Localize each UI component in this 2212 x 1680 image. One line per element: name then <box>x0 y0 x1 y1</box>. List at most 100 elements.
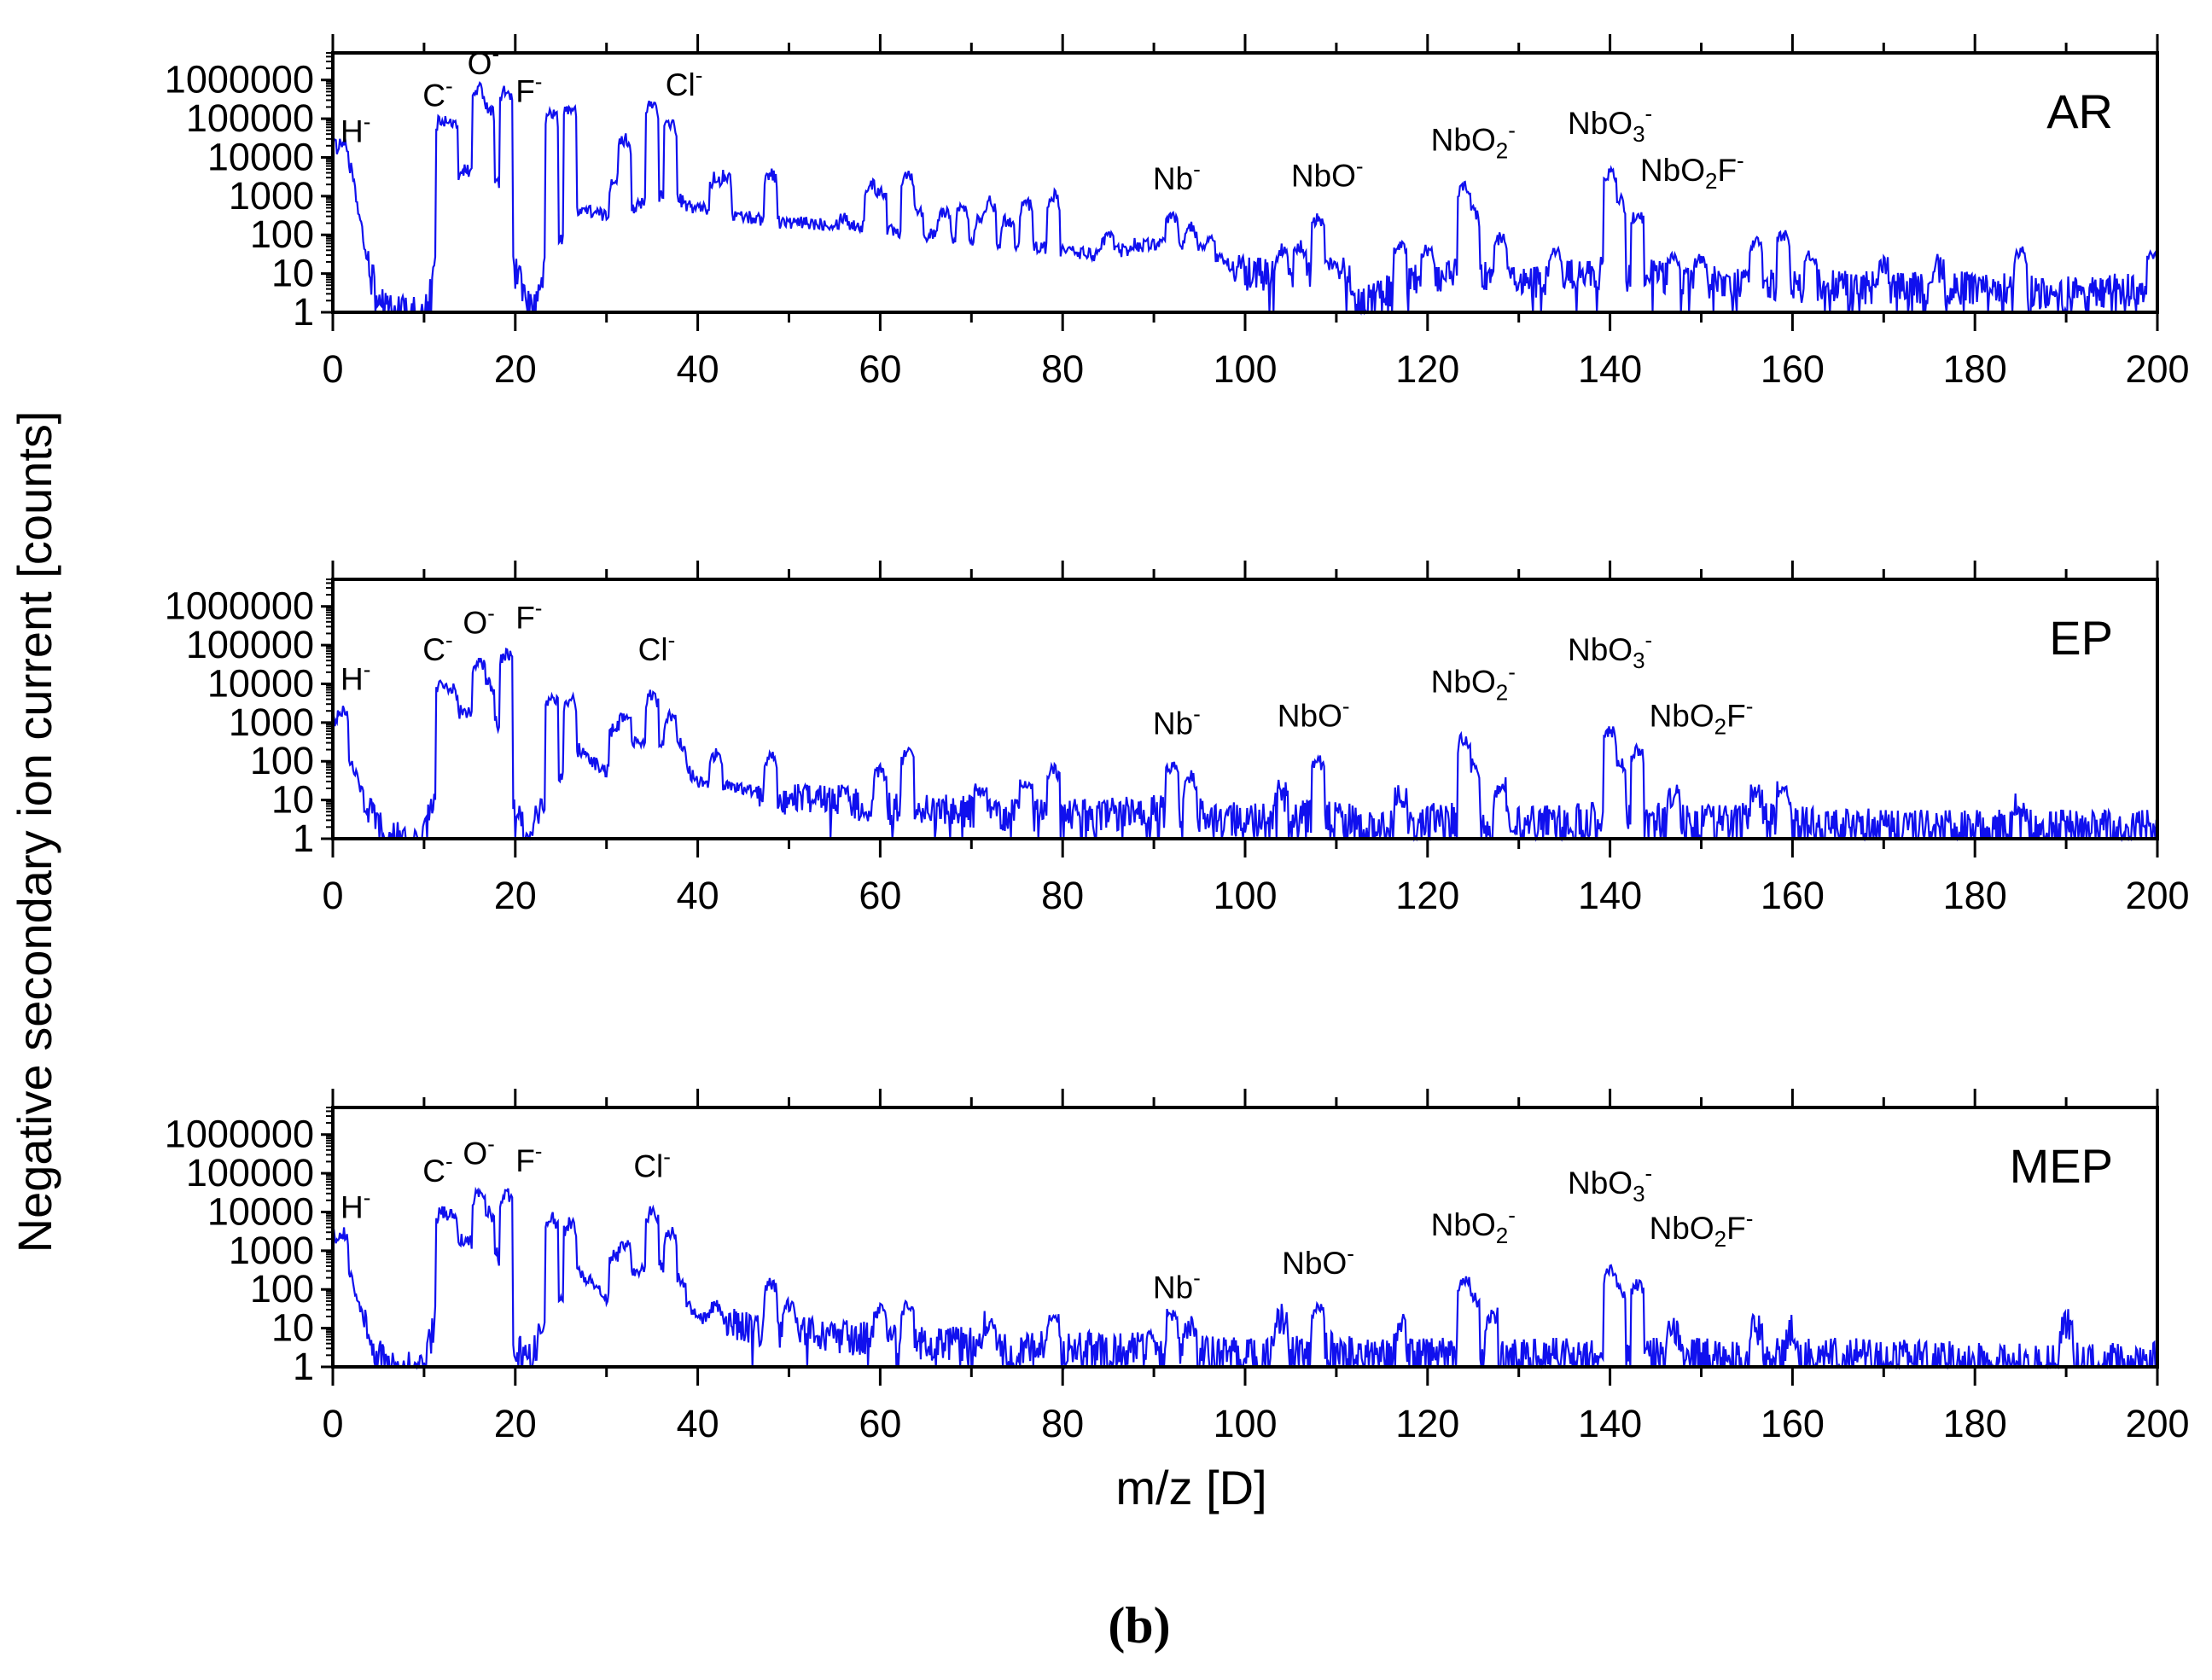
peak-annotation: NbO- <box>1282 1241 1354 1281</box>
peak-annotation: NbO- <box>1278 693 1350 733</box>
y-tick-label: 10 <box>271 252 314 295</box>
plot-frame <box>331 578 2159 840</box>
x-tick-label: 140 <box>1578 1402 1642 1445</box>
peak-annotation: Nb- <box>1153 156 1201 196</box>
x-tick-label: 100 <box>1213 874 1277 917</box>
x-tick-label: 100 <box>1213 1402 1277 1445</box>
peak-annotation: H- <box>341 657 370 697</box>
peak-annotation: NbO2F- <box>1650 693 1754 739</box>
x-tick-label: 80 <box>1041 1402 1084 1445</box>
plot-frame <box>331 1106 2159 1369</box>
x-tick-label: 120 <box>1395 347 1459 391</box>
peak-annotation: C- <box>422 73 452 113</box>
x-tick-label: 60 <box>859 347 901 391</box>
x-tick-label: 60 <box>859 1402 901 1445</box>
spectrum-line-ep <box>331 648 2159 843</box>
peak-annotation: NbO2- <box>1431 117 1516 163</box>
y-axis-title: Negative secondary ion current [counts] <box>8 411 61 1253</box>
y-tick-label: 1000 <box>229 1229 314 1272</box>
y-tick-label: 100000 <box>186 96 314 140</box>
peak-annotation: H- <box>341 1185 370 1225</box>
peak-annotation: F- <box>515 69 542 109</box>
y-tick-label: 100000 <box>186 1151 314 1195</box>
peak-annotation: H- <box>341 108 370 148</box>
x-axis-title: m/z [D] <box>1115 1461 1266 1514</box>
panels: 0 20 40 60 80 100 120 140 160 180 2001101001000100… <box>165 34 2190 1445</box>
x-tick-label: 120 <box>1395 1402 1459 1445</box>
y-tick-label: 1 <box>293 1345 314 1388</box>
x-tick-label: 180 <box>1943 874 2007 917</box>
peak-annotation: NbO2- <box>1431 660 1516 706</box>
peak-annotation: NbO3- <box>1568 101 1652 147</box>
y-tick-label: 1000000 <box>165 58 314 102</box>
x-tick-label: 100 <box>1213 347 1277 391</box>
peak-annotation: Nb- <box>1153 701 1201 741</box>
x-tick-label: 160 <box>1761 1402 1825 1445</box>
x-tick-label: 0 <box>322 1402 343 1445</box>
x-tick-label: 140 <box>1578 874 1642 917</box>
peak-annotation: Cl- <box>666 62 703 102</box>
y-tick-label: 100000 <box>186 623 314 666</box>
y-tick-label: 10000 <box>207 135 314 178</box>
y-tick-label: 10 <box>271 778 314 822</box>
x-tick-label: 0 <box>322 874 343 917</box>
x-tick-label: 160 <box>1761 347 1825 391</box>
x-tick-label: 180 <box>1943 1402 2007 1445</box>
x-tick-label: 20 <box>494 347 537 391</box>
panel-mep: 0 20 40 60 80 100 120 140 160 180 2001101001000100… <box>165 1089 2190 1445</box>
spectrum-line-mep <box>331 1186 2158 1371</box>
x-tick-label: 200 <box>2125 874 2189 917</box>
y-tick-label: 10000 <box>207 1189 314 1233</box>
x-tick-label: 80 <box>1041 347 1084 391</box>
peak-annotation: NbO2F- <box>1650 1206 1754 1252</box>
y-tick-label: 1 <box>293 817 314 860</box>
x-tick-label: 0 <box>322 347 343 391</box>
y-tick-label: 1000 <box>229 700 314 744</box>
peak-annotation: NbO2F- <box>1640 148 1744 194</box>
spectrum-line-ar <box>331 80 2159 316</box>
x-tick-label: 20 <box>494 1402 537 1445</box>
panel-ar: 0 20 40 60 80 100 120 140 160 180 2001101001000100… <box>165 34 2190 391</box>
peak-annotation: NbO2- <box>1431 1202 1516 1248</box>
x-tick-label: 40 <box>677 1402 719 1445</box>
peak-annotation: Nb- <box>1153 1264 1201 1305</box>
peak-annotation: Cl- <box>633 1143 671 1183</box>
panel-label: AR <box>2046 84 2113 138</box>
y-tick-label: 100 <box>250 1267 314 1311</box>
peak-annotation: O- <box>463 1131 494 1171</box>
x-tick-label: 120 <box>1395 874 1459 917</box>
peak-annotation: Cl- <box>638 627 676 667</box>
y-tick-label: 100 <box>250 739 314 782</box>
x-tick-label: 200 <box>2125 347 2189 391</box>
x-tick-label: 40 <box>677 347 719 391</box>
peak-annotation: NbO3- <box>1568 627 1652 673</box>
peak-annotation: NbO- <box>1291 153 1364 193</box>
x-tick-label: 20 <box>494 874 537 917</box>
peak-annotation: O- <box>463 600 494 640</box>
y-tick-label: 10000 <box>207 661 314 705</box>
y-tick-label: 1000000 <box>165 584 314 628</box>
y-tick-label: 100 <box>250 212 314 256</box>
x-tick-label: 180 <box>1943 347 2007 391</box>
x-tick-label: 160 <box>1761 874 1825 917</box>
x-tick-label: 40 <box>677 874 719 917</box>
peak-annotation: NbO3- <box>1568 1160 1652 1206</box>
panel-label: MEP <box>2010 1139 2113 1193</box>
x-tick-label: 60 <box>859 874 901 917</box>
x-tick-label: 200 <box>2125 1402 2189 1445</box>
peak-annotation: C- <box>422 1148 452 1189</box>
panel-ep: 0 20 40 60 80 100 120 140 160 180 2001101001000100… <box>165 561 2190 917</box>
peak-annotation: O- <box>468 41 499 81</box>
x-tick-label: 80 <box>1041 874 1084 917</box>
peak-annotation: F- <box>515 1138 542 1178</box>
peak-annotation: F- <box>515 596 542 636</box>
y-tick-label: 1 <box>293 290 314 334</box>
x-tick-label: 140 <box>1578 347 1642 391</box>
y-tick-label: 1000 <box>229 174 314 218</box>
panel-label: EP <box>2049 611 2113 665</box>
y-tick-label: 1000000 <box>165 1113 314 1156</box>
peak-annotation: C- <box>422 627 452 667</box>
figure-caption: (b) <box>1108 1597 1170 1654</box>
y-tick-label: 10 <box>271 1306 314 1350</box>
